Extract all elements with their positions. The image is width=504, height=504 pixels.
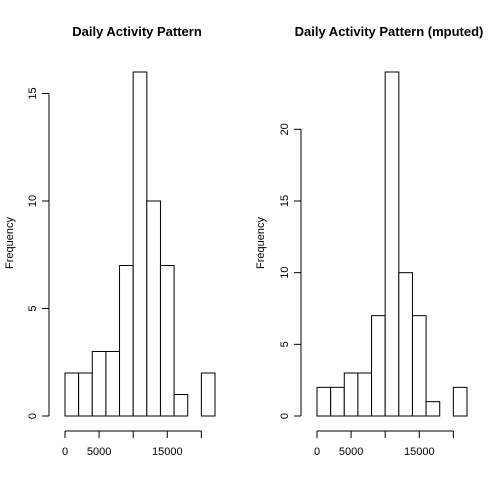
- histogram-bar: [91, 351, 107, 417]
- histogram-bar: [452, 386, 468, 417]
- right-histogram-panel: Daily Activity Pattern (mputed) Frequenc…: [255, 24, 483, 458]
- x-tick-label: 15000: [404, 446, 435, 458]
- left-y-axis: 0 5 10 15: [27, 87, 50, 419]
- left-x-axis: 0 5000 15000: [62, 430, 202, 458]
- right-y-axis-label: Frequency: [255, 217, 267, 269]
- y-tick-label: 15: [279, 195, 291, 207]
- right-y-axis: 0 5 10 15 20: [279, 123, 302, 419]
- histogram-bar: [200, 372, 216, 417]
- y-tick-label: 20: [279, 123, 291, 135]
- y-tick-label: 5: [279, 341, 291, 347]
- histogram-bar: [105, 351, 121, 417]
- histogram-bar: [132, 71, 148, 417]
- histogram-bar: [343, 372, 359, 417]
- histogram-bar: [78, 372, 93, 417]
- x-tick-label: 0: [62, 446, 68, 458]
- histogram-bar: [425, 401, 441, 417]
- y-tick-label: 10: [27, 195, 39, 207]
- right-bars: [316, 71, 468, 417]
- histogram-bar: [119, 265, 134, 417]
- histogram-bar: [411, 315, 427, 417]
- y-tick-label: 10: [279, 267, 291, 279]
- x-tick-label: 15000: [152, 446, 183, 458]
- histogram-bar: [384, 71, 400, 417]
- histogram-bar: [173, 394, 189, 417]
- histogram-bar: [146, 200, 161, 417]
- histogram-bar: [159, 265, 175, 417]
- histogram-bar: [64, 372, 80, 417]
- y-tick-label: 5: [27, 305, 39, 311]
- left-histogram-panel: Daily Activity Pattern Frequency 0 5000 15…: [4, 24, 216, 458]
- x-tick-label: 5000: [87, 446, 111, 458]
- x-tick-label: 5000: [339, 446, 363, 458]
- histogram-bar: [316, 386, 332, 417]
- x-tick-label: 0: [314, 446, 320, 458]
- left-chart-title: Daily Activity Pattern: [72, 24, 202, 39]
- histogram-bar: [371, 315, 386, 417]
- left-bars: [64, 71, 216, 417]
- y-tick-label: 0: [27, 413, 39, 419]
- y-tick-label: 0: [279, 413, 291, 419]
- left-y-axis-label: Frequency: [4, 217, 16, 269]
- histogram-bar: [330, 386, 345, 417]
- histogram-bar: [398, 272, 413, 417]
- right-x-axis: 0 5000 15000: [314, 430, 454, 458]
- histogram-bar: [357, 372, 373, 417]
- y-tick-label: 15: [27, 87, 39, 99]
- right-chart-title: Daily Activity Pattern (mputed): [295, 24, 484, 39]
